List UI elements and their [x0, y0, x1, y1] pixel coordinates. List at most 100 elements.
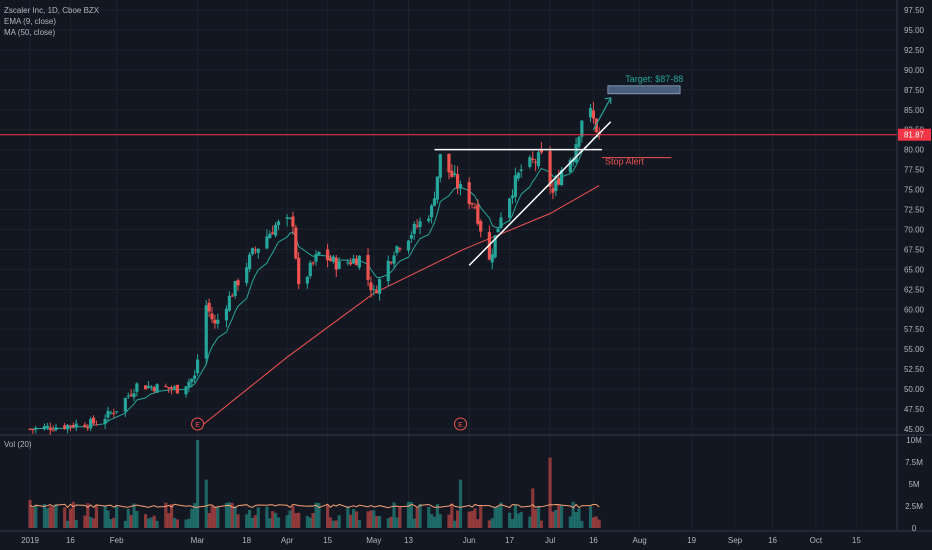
volume-bar	[528, 516, 532, 528]
volume-bar	[91, 518, 96, 528]
candle-body	[386, 260, 390, 282]
volume-bar	[366, 511, 370, 528]
volume-bar	[94, 504, 99, 528]
candle-body	[528, 157, 532, 167]
ema-legend[interactable]: EMA (9, close)	[4, 17, 57, 26]
candle-body	[395, 246, 399, 253]
volume-bar	[297, 512, 301, 528]
volume-bar	[86, 503, 90, 528]
time-tick-label: 13	[404, 536, 413, 545]
volume-bar	[123, 520, 127, 528]
candle-body	[106, 410, 110, 418]
volume-bar	[230, 502, 234, 528]
candle-body	[456, 174, 460, 189]
volume-legend-label[interactable]: Vol (20)	[4, 440, 32, 449]
symbol-legend[interactable]: Zscaler Inc, 1D, Cboe BZX	[4, 6, 100, 15]
price-tick-label: 55.00	[904, 345, 925, 354]
candle-body	[476, 204, 480, 224]
ma-legend[interactable]: MA (50, close)	[4, 28, 56, 37]
candle-body	[294, 227, 298, 259]
candle-body	[378, 279, 382, 294]
volume-bar	[126, 508, 130, 528]
volume-bar	[513, 504, 517, 528]
volume-bar	[256, 507, 260, 528]
candle-body	[560, 170, 564, 186]
candle-body	[143, 385, 148, 390]
candle-body	[328, 258, 333, 261]
volume-bar	[31, 508, 35, 528]
candle-body	[42, 426, 47, 430]
volume-bar	[473, 508, 477, 528]
volume-bar	[207, 512, 211, 528]
candle-body	[28, 428, 32, 430]
price-tick-label: 45.00	[904, 425, 925, 434]
candle-body	[89, 418, 93, 429]
candle-body	[325, 249, 330, 261]
candle-body	[375, 290, 379, 294]
trendline	[468, 121, 612, 266]
chart-drawings[interactable]: Target: $87-88 Stop Alert E E	[0, 74, 897, 431]
stop-alert-label: Stop Alert	[605, 157, 645, 167]
candle-body	[409, 234, 413, 239]
candle-body	[190, 378, 194, 383]
current-price-tag	[898, 128, 931, 141]
volume-tick-label: 10M	[906, 436, 922, 445]
volume-bar	[152, 515, 156, 528]
candle-body	[63, 425, 67, 429]
time-tick-label: 16	[66, 536, 75, 545]
volume-bar	[112, 517, 116, 528]
candle-body	[369, 282, 373, 291]
candle-body	[109, 412, 113, 414]
volume-bar	[516, 513, 520, 528]
volume-bar	[395, 517, 399, 528]
time-tick-label: 2019	[21, 536, 39, 545]
candle-body	[45, 425, 49, 428]
candle-body	[271, 232, 275, 235]
price-tick-label: 77.50	[904, 166, 925, 175]
volume-bar	[253, 515, 257, 528]
volume-bar	[213, 507, 217, 528]
volume-bar	[357, 520, 361, 528]
volume-bar	[169, 504, 174, 528]
price-tick-label: 57.50	[904, 325, 925, 334]
candle-body	[534, 161, 538, 163]
candle-body	[331, 256, 335, 262]
volume-bar	[204, 479, 208, 528]
candle-body	[557, 178, 561, 185]
candle-body	[432, 198, 437, 206]
volume-bar	[334, 520, 338, 528]
volume-bar	[499, 502, 503, 528]
time-tick-label: 18	[242, 536, 251, 545]
candle-body	[167, 387, 171, 389]
volume-bar	[305, 516, 309, 528]
candle-body	[103, 418, 107, 424]
candle-body	[548, 151, 552, 187]
candle-body	[195, 359, 200, 374]
candle-body	[245, 267, 249, 284]
candle-body	[86, 427, 90, 429]
candle-body	[216, 319, 220, 324]
candle-body	[311, 262, 315, 264]
volume-bar	[83, 515, 87, 528]
candle-body	[187, 381, 191, 387]
price-tick-label: 62.50	[904, 285, 925, 294]
candle-body	[499, 217, 503, 228]
candle-body	[288, 217, 292, 219]
candle-body	[490, 254, 494, 263]
volume-bar	[568, 516, 572, 528]
chart-grid	[0, 0, 932, 532]
price-tick-label: 65.00	[904, 265, 925, 274]
volume-bar	[412, 518, 416, 528]
candle-body	[314, 254, 318, 262]
volume-tick-label: 7.5M	[905, 458, 923, 467]
volume-bar	[389, 516, 393, 528]
candle-body	[297, 257, 301, 285]
volume-bar	[325, 504, 330, 528]
volume-bar	[534, 509, 538, 528]
volume-bar	[65, 520, 70, 528]
volume-bar	[34, 505, 38, 528]
time-tick-label: 16	[589, 536, 598, 545]
volume-bar	[588, 506, 593, 528]
time-tick-label: 15	[323, 536, 332, 545]
